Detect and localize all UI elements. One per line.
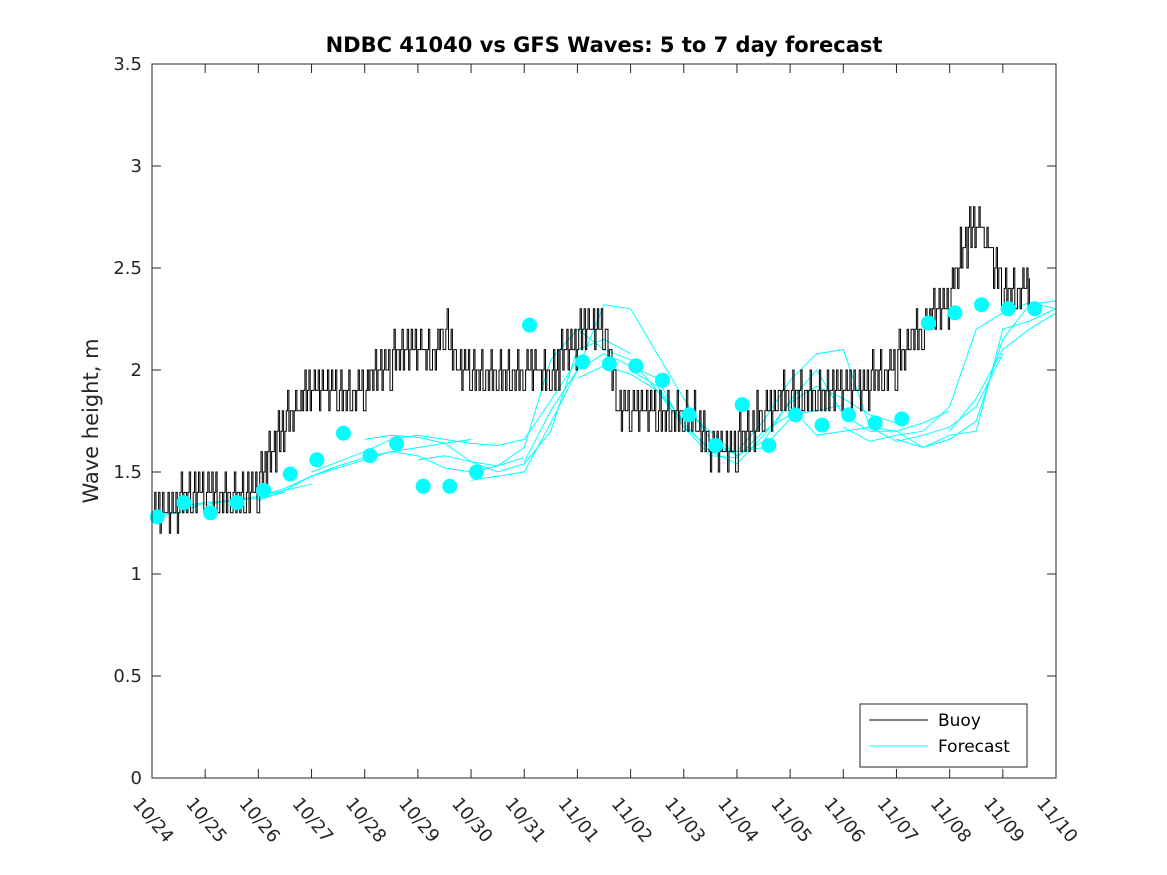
forecast-point	[468, 464, 484, 480]
forecast-point	[309, 452, 325, 468]
forecast-point	[867, 415, 883, 431]
y-tick-label: 1	[131, 564, 142, 585]
forecast-point	[708, 437, 724, 453]
forecast-point	[734, 397, 750, 413]
forecast-point	[442, 478, 458, 494]
forecast-point	[920, 315, 936, 331]
forecast-point	[362, 448, 378, 464]
forecast-point	[841, 407, 857, 423]
forecast-point	[176, 495, 192, 511]
forecast-line	[949, 312, 1057, 432]
forecast-point	[202, 505, 218, 521]
forecast-point	[282, 466, 298, 482]
legend-box	[859, 703, 1028, 768]
forecast-point	[256, 482, 272, 498]
forecast-point	[974, 297, 990, 313]
forecast-point	[575, 354, 591, 370]
forecast-line	[205, 438, 472, 506]
y-tick-label: 2.5	[113, 258, 142, 279]
forecast-point	[654, 372, 670, 388]
axes-box	[151, 63, 1057, 779]
forecast-line	[896, 308, 1057, 449]
forecast-point	[681, 407, 697, 423]
buoy-line	[152, 206, 1030, 534]
y-tick-label: 1.5	[113, 462, 142, 483]
y-axis-ticks: 0 0.5 1 1.5 2 2.5 3 3.5	[113, 54, 1056, 789]
y-tick-label: 3	[131, 156, 142, 177]
forecast-point	[1027, 301, 1043, 317]
legend-buoy-label: Buoy	[938, 711, 981, 731]
y-axis-label: Wave height, m	[79, 338, 103, 503]
forecast-point	[787, 407, 803, 423]
forecast-point	[522, 317, 538, 333]
y-tick-label: 0	[131, 768, 142, 789]
y-tick-label: 3.5	[113, 54, 142, 75]
forecast-point	[149, 509, 165, 525]
legend: Buoy Forecast	[859, 703, 1028, 768]
forecast-point	[601, 356, 617, 372]
forecast-point	[415, 478, 431, 494]
forecast-point	[814, 417, 830, 433]
forecast-point	[947, 305, 963, 321]
plot-area	[152, 64, 1056, 778]
chart-title: NDBC 41040 vs GFS Waves: 5 to 7 day fore…	[326, 33, 883, 57]
forecast-point	[389, 435, 405, 451]
forecast-point	[894, 411, 910, 427]
forecast-line	[311, 359, 578, 473]
forecast-point	[229, 495, 245, 511]
forecast-point	[761, 437, 777, 453]
forecast-point	[1000, 301, 1016, 317]
forecast-point	[628, 358, 644, 374]
y-tick-label: 2	[131, 360, 142, 381]
forecast-point	[335, 425, 351, 441]
y-tick-label: 0.5	[113, 666, 142, 687]
series-layer	[149, 206, 1057, 534]
legend-forecast-label: Forecast	[938, 737, 1010, 757]
